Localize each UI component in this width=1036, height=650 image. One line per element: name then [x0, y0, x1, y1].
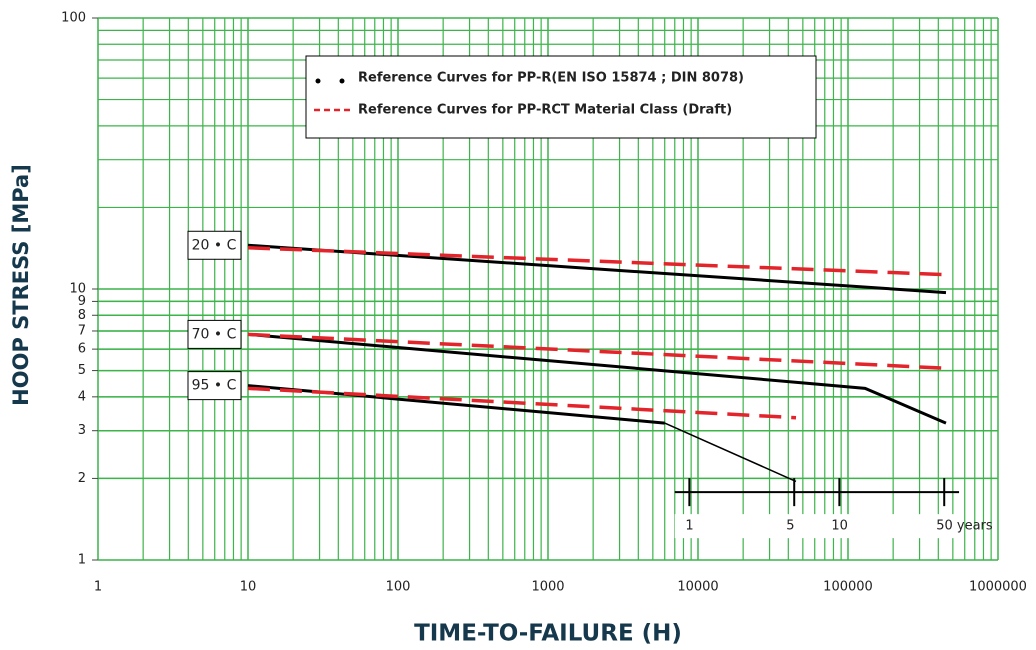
series-line — [247, 332, 947, 425]
y-tick-label: 7 — [78, 323, 86, 338]
y-tick-label: 9 — [78, 294, 86, 309]
x-tick-label: 1 — [94, 580, 102, 595]
y-tick-label: 10 — [69, 282, 86, 297]
x-axis-title: TIME-TO-FAILURE (H) — [414, 621, 682, 647]
year-label-band — [674, 514, 960, 539]
x-tick-label: 10000 — [677, 580, 718, 595]
y-tick-label: 2 — [78, 471, 86, 486]
series-line — [247, 384, 665, 425]
y-tick-label: 4 — [78, 389, 86, 404]
curve-label-box — [187, 371, 242, 401]
y-tick-label: 1 — [78, 553, 86, 568]
year-tick-label: 1 — [685, 519, 693, 534]
legend-label: Reference Curves for PP-RCT Material Cla… — [358, 103, 732, 118]
x-tick-label: 10 — [240, 580, 257, 595]
x-tick-label: 100000 — [823, 580, 873, 595]
curve-label: 20 • C — [192, 237, 237, 253]
legend-dot — [315, 78, 321, 84]
legend-label: Reference Curves for PP-R(EN ISO 15874 ;… — [358, 71, 744, 86]
curve-label-box — [187, 230, 242, 260]
curve-label: 70 • C — [192, 326, 237, 342]
y-tick-label: 3 — [78, 423, 86, 438]
y-tick-label: 8 — [78, 308, 86, 323]
year-tick-label: 50 years — [936, 519, 993, 534]
y-tick-label: 100 — [61, 11, 86, 26]
x-tick-label: 100 — [386, 580, 411, 595]
curve-label: 95 • C — [192, 378, 237, 394]
series-line — [247, 386, 797, 420]
y-tick-label: 5 — [78, 363, 86, 378]
series-line — [664, 422, 797, 483]
legend-box — [305, 55, 817, 139]
series-line — [247, 245, 947, 277]
year-tick-label: 10 — [831, 519, 848, 534]
legend-dot — [339, 78, 345, 84]
x-tick-label: 1000 — [531, 580, 564, 595]
series-line — [247, 332, 947, 370]
x-tick-label: 1000000 — [969, 580, 1027, 595]
y-axis-title: HOOP STRESS [MPa] — [9, 164, 33, 406]
y-tick-label: 6 — [78, 342, 86, 357]
year-tick-label: 5 — [786, 519, 794, 534]
curve-label-box — [187, 319, 242, 349]
